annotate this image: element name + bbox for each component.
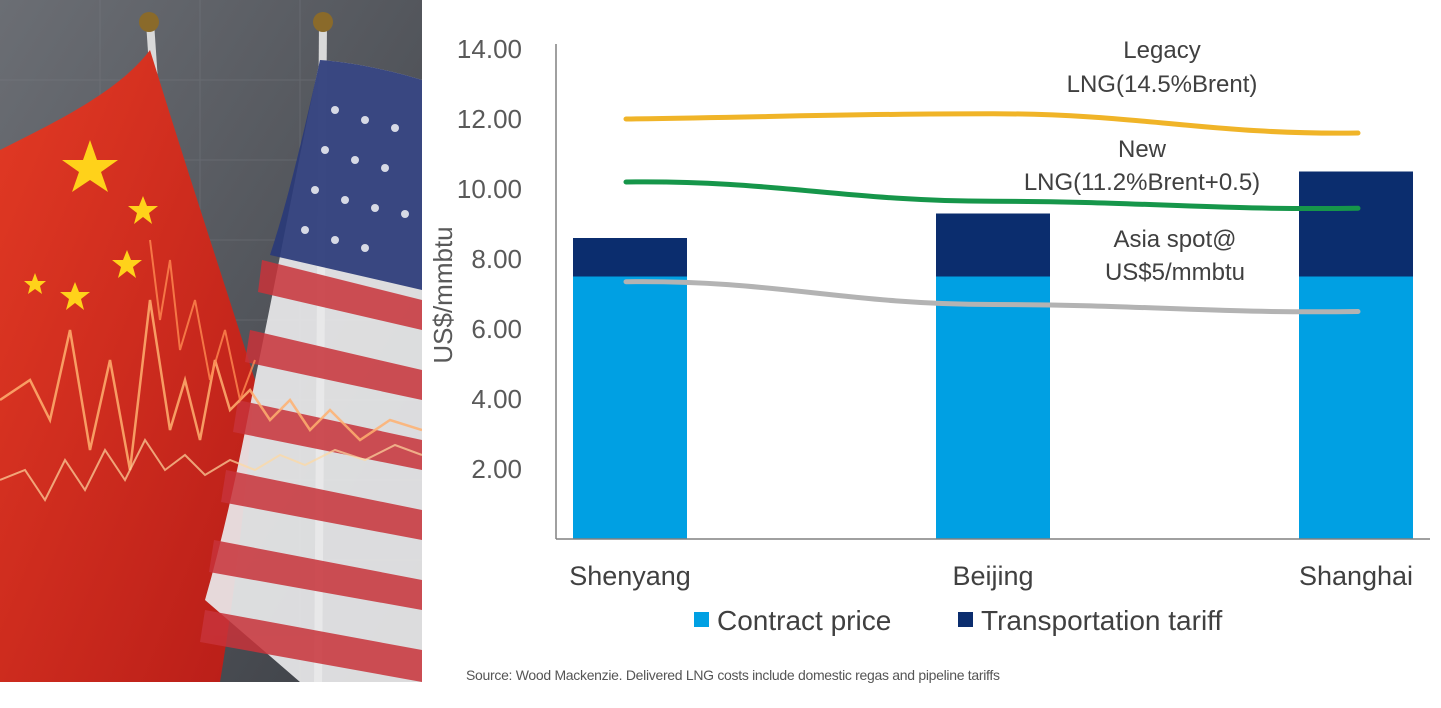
y-tick-label: 14.00 (457, 34, 522, 64)
new-lng-label: New (1118, 136, 1167, 163)
legacy-lng-label: LNG(14.5%Brent) (1067, 71, 1258, 98)
contract-price-bar (573, 276, 687, 539)
legacy-lng-line (623, 111, 1361, 136)
legacy-lng-label: Legacy (1123, 37, 1200, 64)
y-tick-label: 12.00 (457, 104, 522, 134)
category-label: Shanghai (1299, 561, 1413, 591)
y-tick-label: 4.00 (471, 384, 522, 414)
asia-spot-label: Asia spot@ (1113, 226, 1236, 253)
contract-price-bar (1299, 276, 1413, 539)
legend-swatch (694, 612, 709, 627)
transportation-tariff-bar (573, 238, 687, 277)
source-note: Source: Wood Mackenzie. Delivered LNG co… (466, 667, 1000, 683)
category-label: Shenyang (569, 561, 691, 591)
y-tick-label: 10.00 (457, 174, 522, 204)
y-axis-title: US$/mmbtu (428, 226, 458, 363)
transportation-tariff-bar (936, 213, 1050, 277)
y-tick-label: 6.00 (471, 314, 522, 344)
new-lng-line (623, 179, 1361, 212)
contract-price-bar (936, 276, 1050, 539)
asia-spot-line (623, 279, 1361, 315)
legend-label: Contract price (717, 605, 891, 636)
transportation-tariff-bar (1299, 171, 1413, 277)
legend-label: Transportation tariff (981, 605, 1222, 636)
new-lng-label: LNG(11.2%Brent+0.5) (1024, 169, 1260, 196)
asia-spot-label: US$5/mmbtu (1105, 259, 1245, 286)
flags-photo-icon (0, 0, 422, 682)
y-tick-label: 2.00 (471, 454, 522, 484)
china-us-flags-photo (0, 0, 422, 682)
legend: Contract price Transportation tariff (694, 605, 1222, 636)
legend-swatch (958, 612, 973, 627)
category-label: Beijing (952, 561, 1033, 591)
y-tick-label: 8.00 (471, 244, 522, 274)
